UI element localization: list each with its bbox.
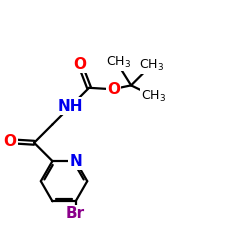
Text: O: O [4,134,17,149]
Text: O: O [73,57,86,72]
Text: NH: NH [58,99,84,114]
Text: O: O [107,82,120,96]
Text: CH$_3$: CH$_3$ [106,55,132,70]
Text: CH$_3$: CH$_3$ [142,89,167,104]
Text: N: N [69,154,82,168]
Text: Br: Br [66,206,85,222]
Text: CH$_3$: CH$_3$ [139,58,164,74]
